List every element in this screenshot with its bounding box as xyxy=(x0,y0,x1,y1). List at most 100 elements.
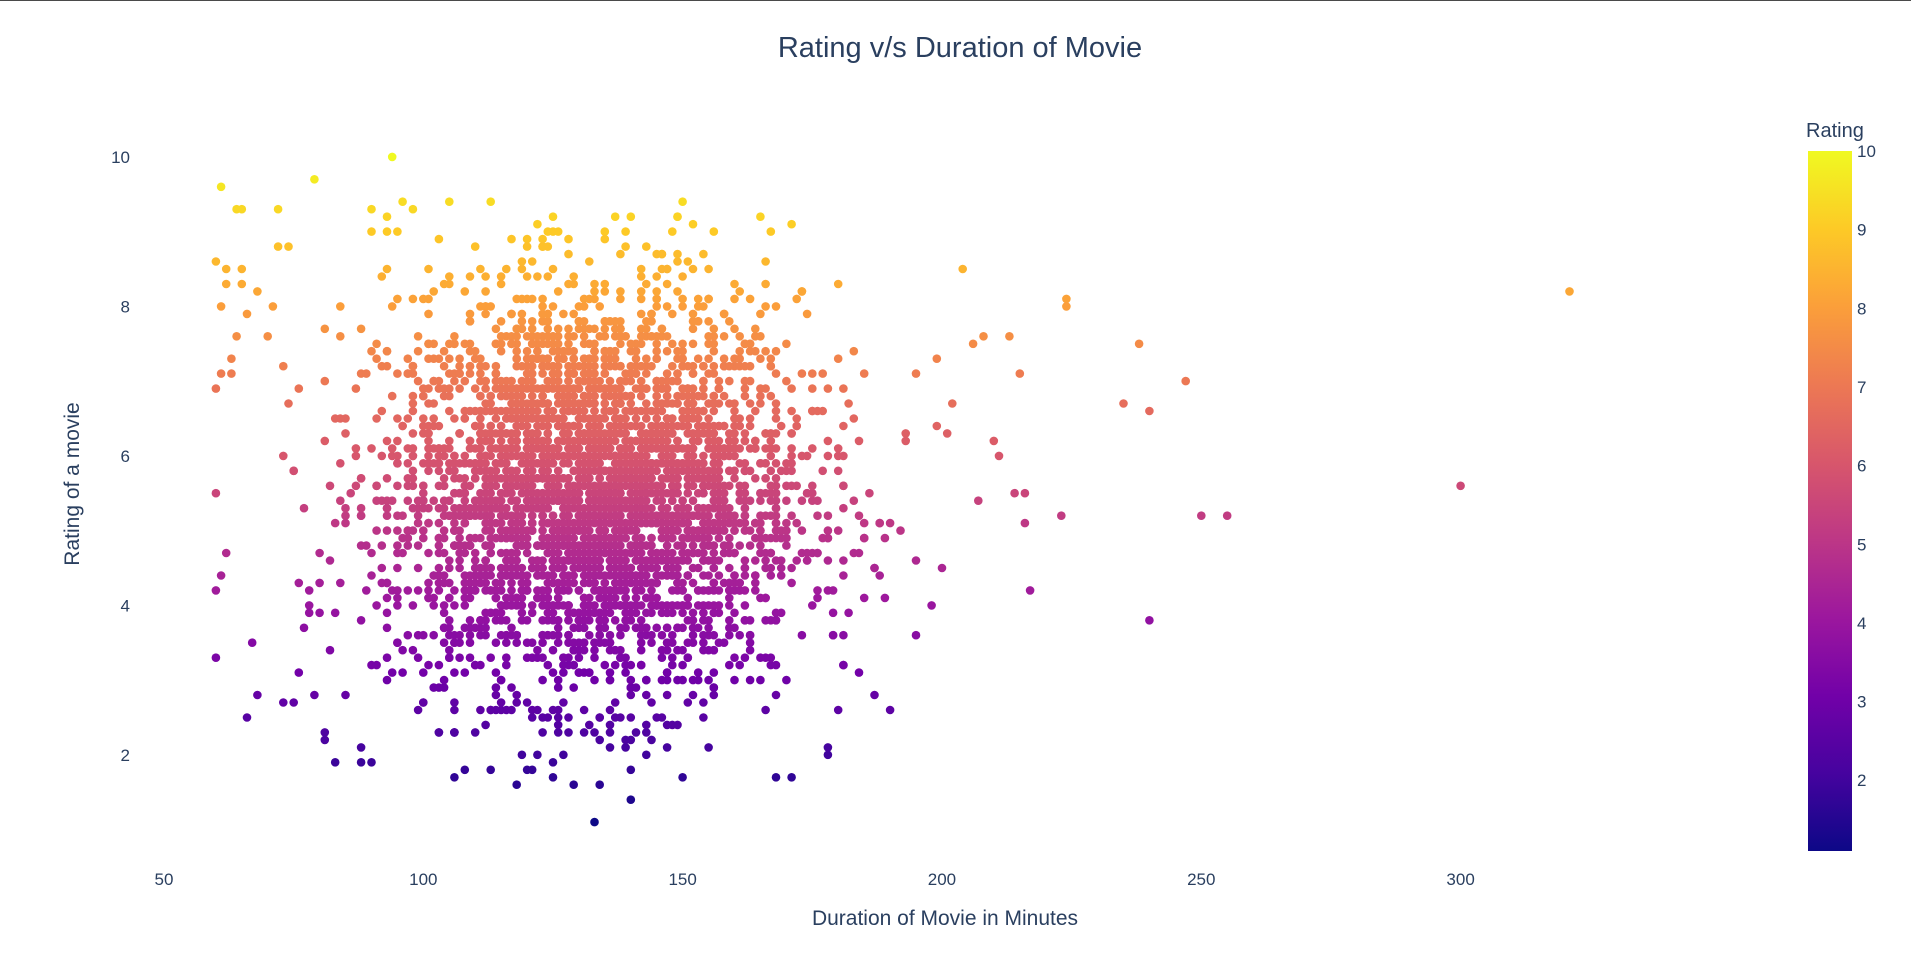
data-point xyxy=(652,436,661,446)
data-point xyxy=(662,384,672,393)
data-point xyxy=(626,660,636,670)
data-point xyxy=(548,548,558,558)
data-point xyxy=(533,219,542,229)
data-point xyxy=(792,518,801,528)
y-tick-label: 8 xyxy=(121,297,130,316)
data-point xyxy=(616,249,625,259)
data-point xyxy=(859,533,869,543)
data-point xyxy=(668,586,677,595)
data-point xyxy=(346,488,356,498)
data-point xyxy=(496,526,506,535)
colorbar-tick-label: 9 xyxy=(1857,221,1866,240)
data-point xyxy=(559,563,568,573)
data-point xyxy=(543,324,553,334)
data-point xyxy=(502,414,511,423)
data-point xyxy=(678,541,687,550)
data-point xyxy=(372,339,381,349)
data-point xyxy=(424,466,433,476)
data-point xyxy=(434,234,444,244)
data-point xyxy=(538,384,547,393)
data-point xyxy=(610,616,620,625)
data-point xyxy=(284,399,293,408)
data-point xyxy=(486,518,496,528)
data-point xyxy=(429,287,439,296)
data-point xyxy=(569,451,578,461)
data-point xyxy=(652,578,661,588)
data-point xyxy=(631,346,641,356)
data-point xyxy=(548,264,558,274)
data-point xyxy=(507,601,516,610)
data-point xyxy=(445,406,454,416)
data-point xyxy=(559,414,568,423)
data-point xyxy=(725,361,734,371)
data-point xyxy=(590,287,599,296)
data-point xyxy=(341,518,350,528)
data-point xyxy=(911,630,921,640)
data-point xyxy=(600,324,610,334)
data-point xyxy=(657,556,667,565)
data-point xyxy=(776,556,786,565)
x-tick-label: 150 xyxy=(668,870,696,889)
data-point xyxy=(538,444,547,453)
data-point xyxy=(585,474,594,483)
colorbar-tick-label: 2 xyxy=(1857,771,1866,790)
data-point xyxy=(527,257,537,266)
data-point xyxy=(626,526,636,535)
data-point xyxy=(870,690,879,700)
data-point xyxy=(605,630,615,640)
data-point xyxy=(725,563,734,573)
data-point xyxy=(434,444,444,453)
data-point xyxy=(393,541,402,550)
data-point xyxy=(377,563,387,573)
data-point xyxy=(491,683,501,692)
data-point xyxy=(610,541,620,550)
data-point xyxy=(616,630,625,640)
data-point xyxy=(538,728,547,737)
data-point xyxy=(704,675,713,685)
data-point xyxy=(678,272,687,281)
data-point xyxy=(553,593,563,603)
data-point xyxy=(574,548,584,558)
data-point xyxy=(574,556,584,565)
data-point xyxy=(569,391,578,401)
data-point xyxy=(574,645,584,655)
data-point xyxy=(419,496,428,506)
data-point xyxy=(616,429,625,438)
data-point xyxy=(605,361,615,371)
data-point xyxy=(527,361,537,371)
data-point xyxy=(512,518,521,528)
data-point xyxy=(673,720,682,730)
data-point xyxy=(507,474,516,483)
data-point xyxy=(678,414,687,423)
data-point xyxy=(709,503,719,513)
data-point xyxy=(527,317,537,326)
data-point xyxy=(429,414,439,423)
data-point xyxy=(823,384,833,393)
data-point xyxy=(507,488,516,498)
data-point xyxy=(408,466,418,476)
data-point xyxy=(455,429,464,438)
data-point xyxy=(481,287,490,296)
data-point xyxy=(885,705,895,715)
data-point xyxy=(704,339,713,349)
data-point xyxy=(527,384,537,393)
data-point xyxy=(221,264,231,274)
data-point xyxy=(605,728,615,737)
data-point xyxy=(574,317,584,326)
data-point xyxy=(673,257,682,266)
data-point xyxy=(693,354,703,364)
data-point xyxy=(372,496,381,506)
data-point xyxy=(502,556,511,565)
data-point xyxy=(668,548,677,558)
data-point xyxy=(704,518,713,528)
colorbar-tick-label: 7 xyxy=(1857,378,1866,397)
data-point xyxy=(450,511,459,520)
data-point xyxy=(771,346,781,356)
data-point xyxy=(870,563,879,573)
data-point xyxy=(559,309,568,319)
data-point xyxy=(533,346,542,356)
data-point xyxy=(325,556,335,565)
data-point xyxy=(564,384,573,393)
data-point xyxy=(605,317,615,326)
